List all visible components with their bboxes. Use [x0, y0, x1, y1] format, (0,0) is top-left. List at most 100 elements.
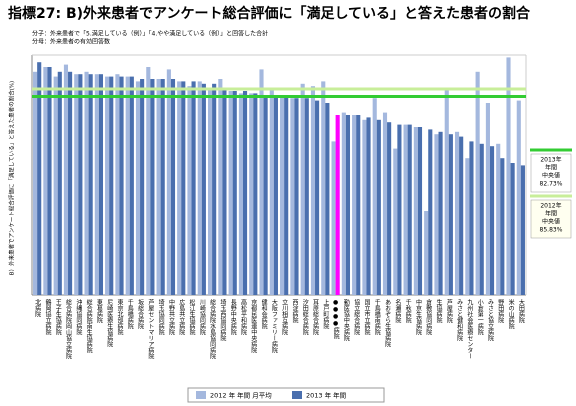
legend-text: 2012年 — [540, 202, 561, 210]
bar — [119, 76, 124, 295]
bar — [417, 127, 423, 295]
x-tick-label: 大田病院 — [517, 298, 524, 324]
bar — [403, 124, 408, 295]
bar — [98, 74, 104, 295]
bar — [269, 88, 274, 295]
bar — [345, 115, 351, 295]
bar — [207, 88, 213, 295]
bar — [459, 136, 464, 295]
bar — [222, 88, 227, 295]
bar — [129, 76, 134, 295]
bar — [259, 69, 264, 296]
bar — [331, 141, 336, 295]
x-tick-label: 汐田総合病院 — [301, 298, 308, 336]
bar — [341, 112, 346, 295]
x-tick-label: 東京北部病院 — [116, 298, 123, 336]
bar — [294, 98, 299, 295]
bar — [33, 71, 38, 295]
bar — [290, 98, 295, 295]
x-tick-label: 埼玉協同病院 — [157, 298, 164, 336]
x-tick-label: 千秋病院 — [404, 298, 411, 324]
bar — [325, 103, 330, 295]
bar — [135, 81, 141, 296]
x-tick-label: 総合病院南生協病院 — [85, 298, 92, 354]
bar — [356, 115, 361, 295]
bar — [387, 122, 392, 295]
x-tick-label: ●●●●病院 — [332, 299, 339, 340]
bar — [78, 74, 83, 295]
x-tick-label: 千鳥橋南病院 — [373, 298, 380, 336]
bar — [506, 57, 511, 296]
x-tick-label: 沖縄協同病院 — [75, 298, 82, 336]
bar — [74, 74, 79, 295]
x-tick-label: 王子生協病院 — [54, 299, 61, 336]
bar — [479, 143, 484, 295]
bar — [156, 79, 161, 295]
bar — [238, 93, 243, 296]
bar — [428, 129, 433, 295]
x-tick-label: 川崎協同病院 — [198, 299, 205, 336]
x-tick-label: 生協病院 — [435, 298, 442, 324]
bar — [315, 100, 320, 295]
bar — [160, 79, 165, 295]
legend-text: 2013年 — [540, 156, 561, 164]
bar — [520, 165, 525, 295]
bar — [475, 71, 480, 295]
bar — [496, 143, 501, 295]
bar — [125, 76, 130, 295]
bar — [413, 127, 418, 295]
bar — [187, 86, 192, 295]
bar — [500, 158, 505, 295]
bar — [485, 103, 490, 295]
chart-title: 指標27: B)外来患者でアンケート総合評価に「満足している」と答えた患者の割合 — [8, 5, 531, 22]
bar — [242, 91, 248, 295]
legend-text: 年間 — [545, 164, 557, 172]
x-tick-label: みさと協立病院 — [486, 299, 493, 342]
bar — [397, 124, 402, 295]
bar — [438, 131, 443, 295]
x-tick-label: 小倉第一病院 — [476, 298, 483, 336]
bar — [249, 93, 254, 296]
bar — [382, 112, 388, 295]
x-tick-label: 国立市立病院 — [363, 299, 370, 336]
bar — [177, 81, 182, 296]
x-tick-label: 西淀病院 — [291, 299, 298, 324]
x-tick-label: 坂総合病院 — [137, 298, 144, 330]
bar — [53, 76, 58, 295]
bar — [181, 81, 186, 296]
bar — [43, 67, 48, 295]
x-tick-label: 大阪ファミリー病院 — [270, 298, 277, 354]
x-tick-label: 東葛病院 — [95, 298, 102, 324]
bar — [424, 211, 429, 295]
x-tick-label: 松江生協病院 — [188, 298, 195, 336]
x-tick-label: 千鳥橋病院 — [126, 298, 133, 330]
x-tick-label: 長野中央病院 — [229, 299, 236, 336]
bar — [253, 93, 258, 296]
legend-text: 中央値 — [542, 218, 560, 226]
x-tick-label: 京都民医連中央病院 — [250, 298, 257, 354]
x-tick-label: 協立総合病院 — [353, 298, 360, 336]
bar — [88, 74, 93, 295]
bar — [47, 67, 52, 295]
bar — [150, 79, 155, 295]
note: 分子：外来患者で「5.満足している（例）」「4.やや満足している（例）」と回答し… — [32, 30, 268, 38]
bar — [372, 98, 377, 295]
bar — [376, 119, 381, 295]
bar — [407, 124, 412, 295]
x-tick-label: 埼玉西協同病院 — [219, 298, 226, 342]
x-tick-label: 健和会病院 — [260, 298, 267, 330]
bar — [465, 158, 470, 295]
bar — [454, 131, 460, 295]
x-tick-label: 上戸町病院 — [322, 298, 329, 330]
bar — [140, 79, 145, 295]
bar — [218, 79, 223, 295]
bar — [273, 95, 278, 295]
legend-box — [530, 199, 572, 239]
bar — [94, 74, 99, 295]
x-tick-label: 中京生協病院 — [414, 298, 421, 336]
x-tick-label: 芦屋病院 — [445, 298, 452, 324]
bar — [393, 148, 398, 295]
bar — [304, 98, 309, 295]
bar — [280, 95, 285, 295]
